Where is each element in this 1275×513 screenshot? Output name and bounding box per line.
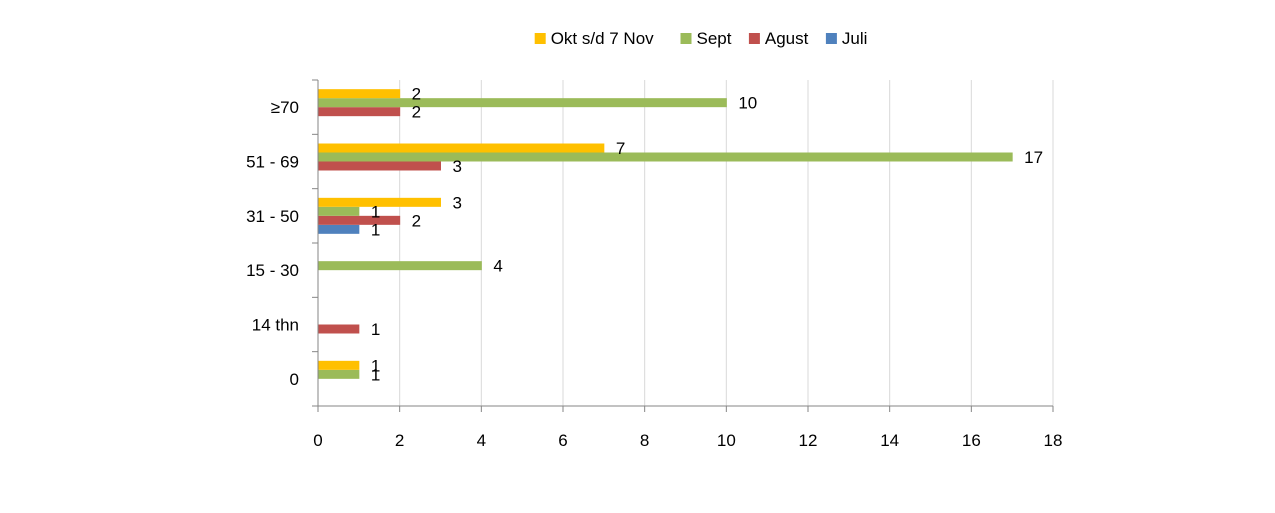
data-label-okt-s-d-7-nov-31-50: 3 <box>453 193 462 212</box>
y-tick-label-14-thn: 14 thn <box>252 316 299 335</box>
data-label-sept-51-69: 17 <box>1024 148 1043 167</box>
bar-okt-s-d-7-nov-31-50 <box>318 197 441 207</box>
data-label-juli-31-50: 1 <box>371 220 380 239</box>
bar-agust-51-69 <box>318 161 441 171</box>
legend-item-okt-s-d-7-nov: Okt s/d 7 Nov <box>534 29 654 48</box>
x-tick-label-6: 6 <box>558 431 567 450</box>
bar-sept-51-69 <box>318 152 1013 162</box>
y-tick-label-31-50: 31 - 50 <box>246 207 299 226</box>
data-label-sept-0: 1 <box>371 365 380 384</box>
legend-label-juli: Juli <box>842 29 868 48</box>
legend-swatch-okt-s-d-7-nov <box>534 33 546 44</box>
bars <box>318 89 1013 379</box>
legend-label-sept: Sept <box>697 29 732 48</box>
bar-agust-14-thn <box>318 324 360 334</box>
data-label-agust-31-50: 2 <box>412 211 421 230</box>
legend-label-agust: Agust <box>765 29 809 48</box>
bar-okt-s-d-7-nov-0 <box>318 360 360 370</box>
y-tick-label-51-69: 51 - 69 <box>246 153 299 172</box>
data-label-sept-31-50: 1 <box>371 202 380 221</box>
legend-item-juli: Juli <box>825 29 868 48</box>
data-label-agust-51-69: 3 <box>453 157 462 176</box>
data-label-okt-s-d-7-nov-51-69: 7 <box>616 139 625 158</box>
bar-sept-31-50 <box>318 206 360 216</box>
data-label-agust-70: 2 <box>412 103 421 122</box>
gridlines <box>399 80 1054 406</box>
x-tick-label-0: 0 <box>313 431 322 450</box>
legend-item-sept: Sept <box>680 29 732 48</box>
legend-swatch-agust <box>748 33 760 44</box>
legend: Okt s/d 7 Nov Sept Agust Juli <box>534 29 868 48</box>
x-tick-label-12: 12 <box>799 431 818 450</box>
data-label-okt-s-d-7-nov-70: 2 <box>412 85 421 104</box>
y-tick-label-70: ≥70 <box>271 98 299 117</box>
x-tick-label-8: 8 <box>640 431 649 450</box>
data-label-sept-15-30: 4 <box>493 257 502 276</box>
bar-okt-s-d-7-nov-70 <box>318 89 401 99</box>
bar-okt-s-d-7-nov-51-69 <box>318 143 605 153</box>
legend-label-okt-s-d-7-nov: Okt s/d 7 Nov <box>551 29 654 48</box>
data-label-agust-14-thn: 1 <box>371 320 380 339</box>
data-label-sept-70: 10 <box>738 94 757 113</box>
legend-swatch-sept <box>680 33 692 44</box>
x-tick-label-4: 4 <box>477 431 486 450</box>
bar-sept-70 <box>318 98 727 108</box>
x-tick-label-2: 2 <box>395 431 404 450</box>
x-tick-label-16: 16 <box>962 431 981 450</box>
x-tick-label-18: 18 <box>1044 431 1063 450</box>
bar-agust-31-50 <box>318 215 401 225</box>
legend-item-agust: Agust <box>748 29 809 48</box>
bar-agust-70 <box>318 107 401 117</box>
y-tick-label-0: 0 <box>290 370 299 389</box>
bar-sept-15-30 <box>318 261 482 271</box>
data-label-okt-s-d-7-nov-0: 1 <box>371 356 380 375</box>
y-tick-label-15-30: 15 - 30 <box>246 261 299 280</box>
x-tick-label-14: 14 <box>880 431 899 450</box>
bar-juli-31-50 <box>318 224 360 234</box>
legend-swatch-juli <box>825 33 837 44</box>
x-tick-label-10: 10 <box>717 431 736 450</box>
bar-sept-0 <box>318 369 360 379</box>
